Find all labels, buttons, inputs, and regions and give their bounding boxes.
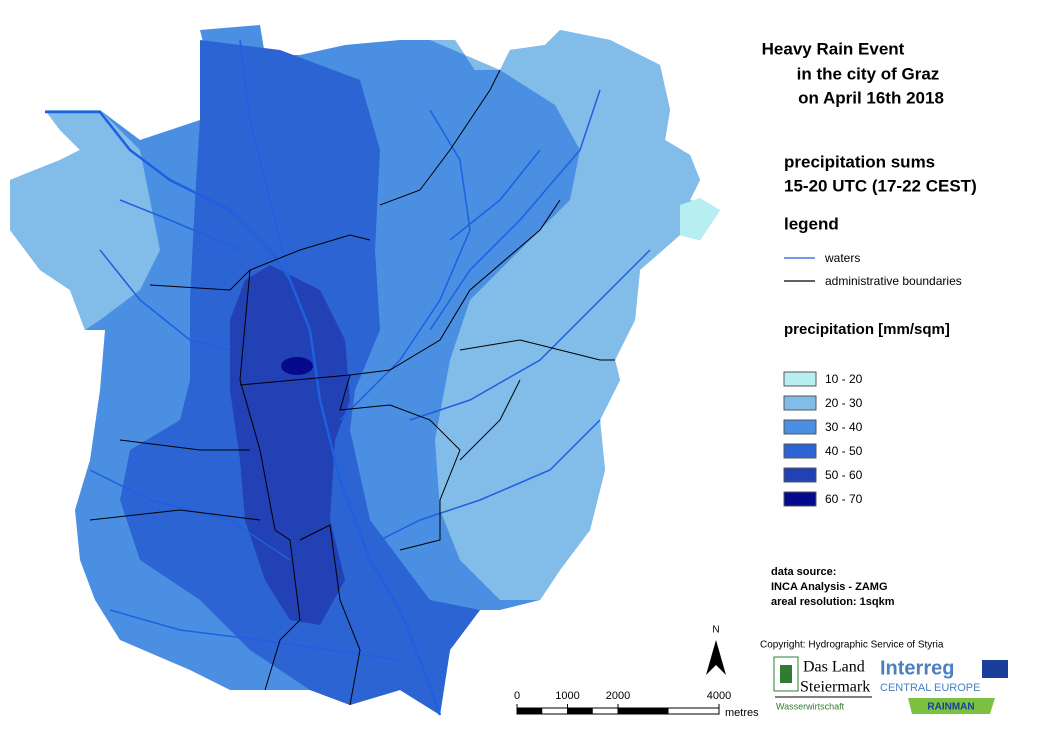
programme-logo: CENTRAL EUROPE: [880, 682, 980, 694]
legend-swatch: [783, 371, 817, 387]
scale-unit: metres: [725, 707, 759, 719]
administrative-boundaries: [89, 69, 615, 706]
scale-segment: [618, 708, 669, 714]
boundary: [459, 379, 521, 461]
precipitation-zones: [10, 25, 720, 715]
project-badge: [908, 698, 995, 714]
data-source: INCA Analysis - ZAMG: [771, 581, 888, 593]
scale-label: 2000: [606, 690, 630, 702]
stream: [119, 199, 241, 251]
boundary: [239, 269, 301, 691]
scale-segment: [517, 708, 543, 714]
data-source: data source:: [771, 566, 836, 578]
land-logo: Das Land: [803, 659, 865, 676]
legend-label: 30 - 40: [825, 420, 863, 434]
boundary: [149, 234, 371, 291]
legend-title: legend: [784, 214, 839, 233]
legend-swatch: [783, 491, 817, 507]
stream: [409, 249, 651, 421]
interreg-logo: Interreg: [880, 657, 954, 679]
title-line: in the city of Graz: [797, 64, 940, 83]
stream: [379, 419, 601, 541]
north-label: N: [712, 625, 719, 636]
legend-label: administrative boundaries: [825, 274, 962, 288]
stream: [429, 89, 601, 331]
zone: [430, 30, 720, 600]
legend-label: 60 - 70: [825, 492, 863, 506]
legend-label: 50 - 60: [825, 468, 863, 482]
stream: [109, 609, 401, 661]
eu-flag: [982, 660, 1008, 678]
subtitle-line: 15-20 UTC (17-22 CEST): [784, 176, 977, 195]
legend-swatch: [783, 467, 817, 483]
copyright: Copyright: Hydrographic Service of Styri…: [760, 640, 944, 651]
zone: [281, 357, 313, 375]
water-logo: Wasserwirtschaft: [776, 701, 845, 711]
zone: [230, 265, 350, 625]
boundary: [459, 339, 615, 361]
land-logo: Steiermark: [800, 679, 870, 696]
legend-label: 10 - 20: [825, 372, 863, 386]
scale-label: 4000: [707, 690, 731, 702]
title-line: on April 16th 2018: [798, 88, 944, 107]
project-logo: RAINMAN: [927, 702, 974, 713]
zone: [10, 110, 160, 330]
data-source: areal resolution: 1sqkm: [771, 596, 895, 608]
stream: [89, 469, 291, 561]
subtitle-line: precipitation sums: [784, 152, 935, 171]
precipitation-title: precipitation [mm/sqm]: [784, 321, 950, 338]
legend-swatch: [783, 443, 817, 459]
zone: [680, 198, 720, 240]
boundary: [119, 439, 250, 451]
legend-swatch: [783, 419, 817, 435]
scale-bar: 0 1000 2000 4000: [514, 690, 731, 715]
title-line: Heavy Rain Event: [762, 39, 905, 58]
legend-swatch: [783, 395, 817, 411]
stream: [449, 149, 541, 241]
stream: [99, 249, 231, 351]
boundary: [299, 524, 361, 706]
boundary: [89, 509, 261, 521]
scale-label: 0: [514, 690, 520, 702]
scale-label: 1000: [555, 690, 579, 702]
river: [45, 110, 442, 716]
north-arrow: [706, 640, 726, 675]
stream: [239, 39, 291, 281]
boundary: [379, 69, 501, 206]
land-crest-panther: [780, 665, 792, 683]
scale-segment: [567, 708, 593, 714]
legend: waters administrative boundaries 10 - 20 20…: [783, 251, 962, 507]
legend-label: 40 - 50: [825, 444, 863, 458]
boundary: [339, 374, 461, 551]
legend-label: 20 - 30: [825, 396, 863, 410]
legend-label: waters: [824, 251, 860, 265]
